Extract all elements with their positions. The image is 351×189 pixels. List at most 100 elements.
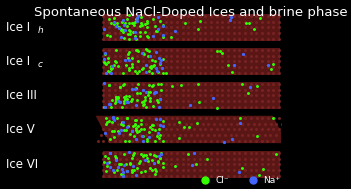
Point bbox=[132, 35, 138, 38]
Point bbox=[158, 83, 164, 86]
Point bbox=[119, 21, 125, 24]
Point bbox=[186, 126, 192, 129]
Point bbox=[112, 101, 118, 104]
Point bbox=[107, 152, 112, 155]
Point bbox=[157, 62, 163, 65]
Point bbox=[147, 167, 153, 170]
Point bbox=[133, 174, 139, 177]
Point bbox=[196, 27, 201, 30]
Point bbox=[114, 117, 120, 120]
Point bbox=[122, 29, 128, 32]
Point bbox=[118, 85, 123, 88]
Point bbox=[134, 167, 139, 170]
Point bbox=[113, 25, 119, 28]
Point bbox=[110, 169, 116, 172]
Point bbox=[127, 163, 133, 166]
Point bbox=[147, 91, 153, 94]
Point bbox=[123, 101, 129, 104]
Point bbox=[124, 169, 129, 172]
Point bbox=[217, 50, 223, 53]
Point bbox=[126, 22, 132, 25]
Point bbox=[132, 87, 138, 90]
Point bbox=[105, 61, 111, 64]
Point bbox=[150, 124, 155, 127]
Point bbox=[113, 157, 119, 160]
Point bbox=[122, 58, 128, 61]
Point bbox=[121, 128, 127, 131]
Text: h: h bbox=[38, 26, 43, 35]
Point bbox=[196, 101, 202, 104]
Point bbox=[156, 154, 162, 157]
Point bbox=[129, 169, 134, 172]
Point bbox=[117, 100, 123, 103]
Point bbox=[270, 62, 276, 65]
Point bbox=[154, 155, 159, 158]
Point bbox=[169, 84, 174, 87]
Point bbox=[131, 24, 137, 27]
Point bbox=[124, 117, 130, 120]
Point bbox=[112, 63, 117, 66]
Point bbox=[108, 105, 113, 108]
Point bbox=[155, 132, 161, 135]
Point bbox=[154, 69, 160, 72]
Point bbox=[104, 162, 110, 165]
Point bbox=[113, 158, 119, 161]
Point bbox=[123, 94, 128, 97]
Point bbox=[141, 127, 147, 130]
Point bbox=[134, 71, 140, 74]
Point bbox=[118, 122, 124, 125]
Point bbox=[133, 127, 139, 130]
Point bbox=[151, 162, 157, 165]
Point bbox=[133, 138, 139, 141]
Point bbox=[158, 98, 163, 101]
Point bbox=[124, 98, 130, 101]
Point bbox=[145, 19, 150, 22]
Point bbox=[147, 125, 153, 128]
Point bbox=[121, 163, 127, 166]
Point bbox=[185, 153, 191, 156]
Point bbox=[116, 26, 121, 29]
Point bbox=[153, 169, 159, 172]
Point bbox=[239, 82, 245, 85]
Polygon shape bbox=[95, 116, 287, 143]
Point bbox=[176, 136, 182, 139]
Point bbox=[144, 153, 149, 156]
Point bbox=[129, 57, 134, 60]
Point bbox=[157, 133, 163, 136]
Point bbox=[147, 66, 153, 69]
Point bbox=[219, 51, 225, 54]
Point bbox=[164, 71, 169, 74]
Point bbox=[132, 70, 138, 73]
Point bbox=[140, 104, 146, 107]
Point bbox=[110, 98, 115, 101]
Point bbox=[143, 90, 149, 93]
Point bbox=[141, 153, 146, 156]
Point bbox=[124, 18, 130, 21]
Text: Ice I: Ice I bbox=[6, 55, 33, 68]
Point bbox=[155, 71, 161, 74]
Point bbox=[191, 152, 197, 155]
Point bbox=[140, 89, 146, 92]
Point bbox=[138, 159, 143, 162]
Point bbox=[111, 129, 117, 132]
Point bbox=[155, 160, 161, 163]
Point bbox=[118, 163, 124, 166]
Point bbox=[111, 136, 117, 139]
Point bbox=[135, 50, 141, 53]
Point bbox=[156, 137, 162, 140]
Point bbox=[120, 173, 126, 176]
Point bbox=[187, 103, 193, 106]
Point bbox=[210, 97, 216, 100]
Point bbox=[160, 24, 166, 27]
Point bbox=[158, 157, 163, 160]
Point bbox=[125, 100, 131, 103]
Point bbox=[135, 20, 140, 23]
Point bbox=[120, 18, 125, 21]
Point bbox=[114, 168, 120, 171]
Point bbox=[152, 90, 158, 93]
Point bbox=[129, 129, 134, 132]
Point bbox=[126, 28, 132, 31]
Point bbox=[121, 23, 127, 26]
Point bbox=[138, 171, 144, 174]
Point bbox=[121, 102, 126, 105]
